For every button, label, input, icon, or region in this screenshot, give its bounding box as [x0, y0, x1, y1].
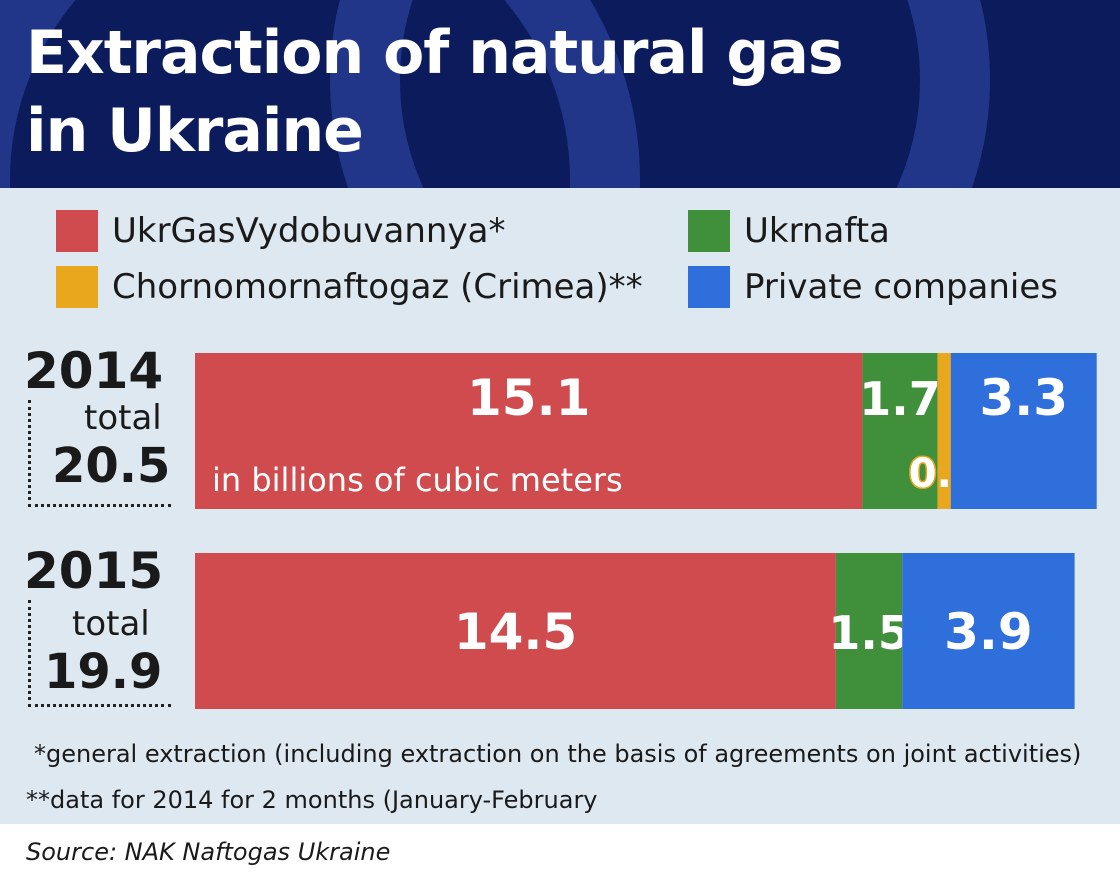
- total-value-2014: 20.5: [52, 438, 171, 494]
- header-banner: Extraction of natural gas in Ukraine: [0, 0, 1120, 188]
- year-label-2014: 2014: [24, 342, 164, 400]
- legend-label: Chornomornaftogaz (Crimea)**: [112, 267, 643, 307]
- value-label-2015-ukrnafta: 1.5: [828, 606, 910, 660]
- source-bar: Source: NAK Naftogas Ukraine: [0, 824, 1120, 880]
- legend-swatch-red: [56, 210, 98, 252]
- total-label: total: [84, 398, 162, 438]
- bar-2015-ukrgasvydobuvannya: [195, 553, 836, 709]
- legend-swatch-green: [688, 210, 730, 252]
- legend-label: Ukrnafta: [744, 211, 890, 251]
- legend-item-chornomornaftogaz: Chornomornaftogaz (Crimea)**: [56, 266, 643, 308]
- decorative-ring-right: [330, 0, 990, 188]
- legend-item-ukrnafta: Ukrnafta: [688, 210, 890, 252]
- bar-2014-chornomornaftogaz: [937, 353, 951, 509]
- footnote-2014-data: **data for 2014 for 2 months (January-Fe…: [26, 786, 598, 814]
- unit-note: in billions of cubic meters: [212, 461, 623, 499]
- legend-label: UkrGasVydobuvannya*: [112, 211, 506, 251]
- value-label-2014-ukrnafta: 1.7: [859, 372, 941, 426]
- dotted-bracket: [28, 400, 171, 507]
- value-label-2014-ukrgasvydobuvannya: 15.1: [467, 369, 590, 427]
- bar-2015-private-companies: [902, 553, 1075, 709]
- legend-swatch-orange: [56, 266, 98, 308]
- legend-item-ukrgasvydobuvannya: UkrGasVydobuvannya*: [56, 210, 505, 252]
- title-line-2: in Ukraine: [26, 96, 364, 166]
- source-text: Source: NAK Naftogas Ukraine: [26, 838, 391, 866]
- total-label: total: [72, 604, 150, 644]
- bar-2015-ukrnafta: [835, 553, 903, 709]
- year-label-2015: 2015: [24, 542, 164, 600]
- value-label-2014-private-companies: 3.3: [980, 369, 1069, 427]
- value-label-2015-private-companies: 3.9: [944, 603, 1033, 661]
- bar-2014-ukrgasvydobuvannya: [195, 353, 863, 509]
- bar-2014-ukrnafta: [862, 353, 938, 509]
- page-title: Extraction of natural gas in Ukraine: [26, 14, 844, 170]
- legend-item-private-companies: Private companies: [688, 266, 1058, 308]
- legend-label: Private companies: [744, 267, 1059, 307]
- bar-2014-private-companies: [950, 353, 1097, 509]
- dotted-bracket: [28, 600, 171, 707]
- legend-swatch-blue: [688, 266, 730, 308]
- footnote-general-extraction: *general extraction (including extractio…: [34, 740, 1082, 768]
- value-label-2015-ukrgasvydobuvannya: 14.5: [454, 603, 577, 661]
- title-line-1: Extraction of natural gas: [26, 18, 844, 88]
- total-value-2015: 19.9: [44, 644, 163, 700]
